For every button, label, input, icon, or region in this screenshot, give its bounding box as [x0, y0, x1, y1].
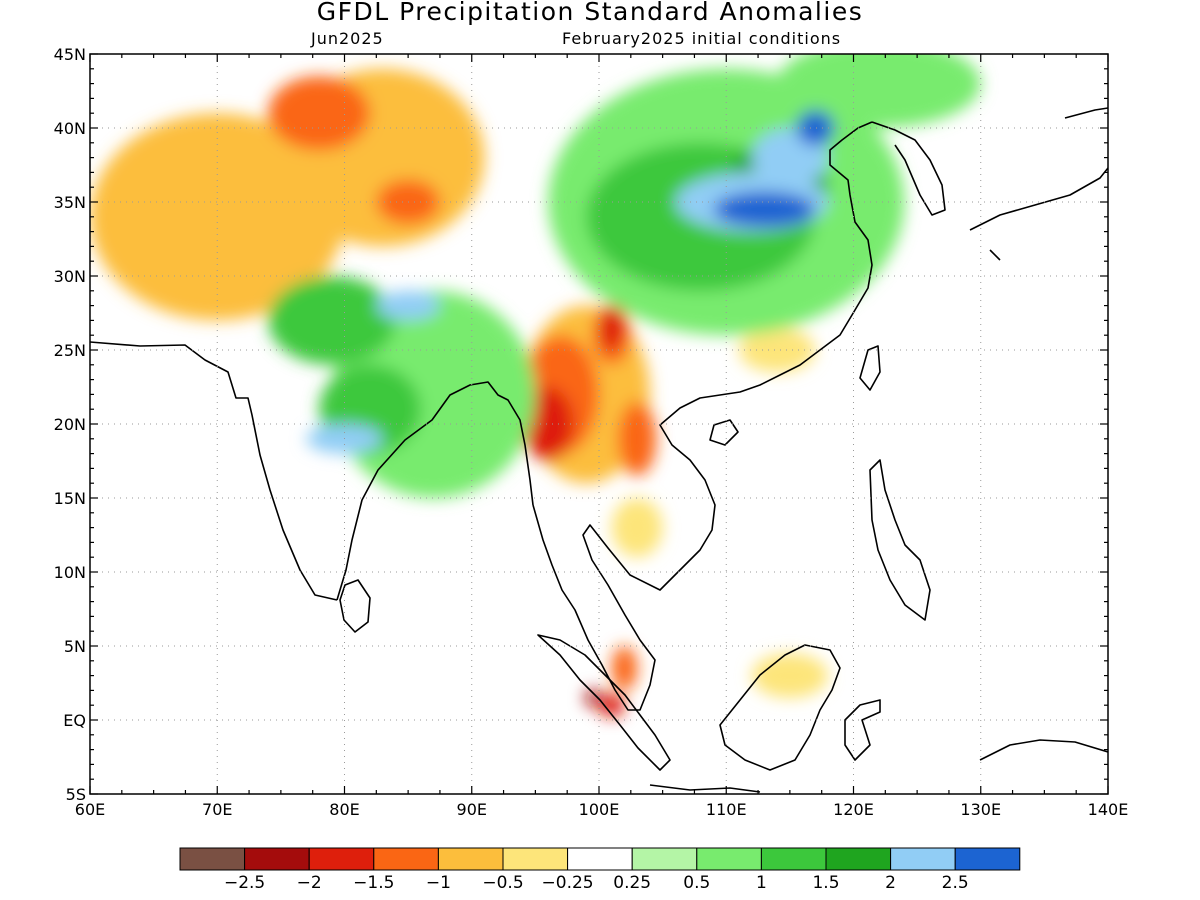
- legend-swatch: [890, 847, 956, 871]
- legend-swatch: [825, 847, 892, 871]
- coastline-philippines: [869, 459, 931, 621]
- legend-swatch: [437, 847, 504, 871]
- legend-label: 2.5: [942, 873, 969, 893]
- coastline-sumatra: [537, 634, 671, 771]
- anomaly-region: [585, 688, 601, 707]
- coastline-borneo: [719, 644, 841, 771]
- lon-tick-label: 140E: [1088, 800, 1129, 819]
- anomaly-region: [522, 387, 574, 461]
- lat-tick-label: 45N: [54, 45, 86, 64]
- legend-label: −0.5: [482, 873, 523, 893]
- map-title: GFDL Precipitation Standard Anomalies: [316, 0, 864, 26]
- lat-tick-label: 35N: [54, 193, 86, 212]
- legend-label: −2.5: [224, 873, 265, 893]
- legend-label: 0.25: [613, 873, 651, 893]
- legend-swatch: [308, 847, 375, 871]
- coastline-malay-peninsula: [532, 121, 873, 711]
- coastline-sulawesi: [844, 699, 881, 761]
- lat-tick-label: 25N: [54, 341, 86, 360]
- lat-tick-label: 5N: [64, 637, 86, 656]
- coastline-new-guinea: [979, 739, 1108, 761]
- coastline-japan: [969, 107, 1108, 261]
- color-legend: −2.5 −2 −1.5 −1 −0.5 −0.25 0.25 0.5 1 1.5 2 2.5: [179, 847, 1021, 893]
- legend-swatch: [567, 847, 633, 871]
- anomaly-region: [618, 401, 657, 476]
- lon-tick-label: 80E: [329, 800, 359, 819]
- anomaly-region: [376, 290, 440, 321]
- lon-tick-label: 90E: [457, 800, 487, 819]
- anomaly-region: [738, 327, 816, 373]
- anomaly-region: [268, 276, 396, 365]
- lon-tick-label: 110E: [706, 800, 747, 819]
- lat-tick-label: 5S: [66, 785, 86, 804]
- lon-tick-label: 120E: [833, 800, 874, 819]
- lon-tick-label: 60E: [75, 800, 105, 819]
- legend-swatch: [502, 847, 569, 871]
- lon-tick-label: 100E: [579, 800, 620, 819]
- legend-label: −1.5: [353, 873, 394, 893]
- legend-label: 1: [756, 873, 767, 893]
- legend-swatch: [373, 847, 439, 871]
- coastline-sri-lanka: [339, 579, 371, 633]
- legend-swatch: [179, 847, 246, 871]
- anomaly-region: [777, 54, 981, 128]
- anomaly-region: [268, 76, 370, 151]
- legend-label: 0.5: [683, 873, 710, 893]
- coastline-bay-of-bengal: [336, 381, 534, 601]
- lon-tick-label: 70E: [202, 800, 232, 819]
- legend-swatch: [244, 847, 310, 871]
- lat-tick-label: 10N: [54, 563, 86, 582]
- anomaly-region: [796, 110, 835, 146]
- anomaly-region: [611, 646, 638, 691]
- lat-tick-label: 40N: [54, 119, 86, 138]
- forecast-month: Jun2025: [311, 29, 384, 48]
- legend-label: 1.5: [812, 873, 839, 893]
- coastline-java: [649, 784, 761, 793]
- legend-label: 2: [885, 873, 896, 893]
- anomaly-region: [599, 305, 625, 350]
- lat-tick-label: 20N: [54, 415, 86, 434]
- anomaly-region: [599, 693, 625, 718]
- initial-conditions: February2025 initial conditions: [562, 29, 842, 48]
- legend-swatch: [631, 847, 698, 871]
- coastline-korea: [871, 121, 946, 216]
- legend-swatch: [696, 847, 762, 871]
- anomaly-region: [751, 653, 829, 698]
- coastline-hainan: [709, 419, 739, 446]
- lat-tick-label: 30N: [54, 267, 86, 286]
- coastlines: [90, 107, 1108, 793]
- anomaly-region: [713, 191, 816, 228]
- anomaly-region: [611, 497, 663, 558]
- legend-label: −2: [297, 873, 322, 893]
- legend-label: −0.25: [542, 873, 594, 893]
- coastline-arabian-sea: [90, 341, 338, 601]
- legend-label: −1: [426, 873, 451, 893]
- legend-swatch: [954, 847, 1021, 871]
- axis-ticks: 60E 70E 80E 90E 100E 110E 120E 130E 140E 45N 40N 35…: [54, 45, 1129, 819]
- coastline-taiwan: [859, 345, 881, 391]
- legend-swatch: [760, 847, 827, 871]
- lat-tick-label: EQ: [63, 711, 86, 730]
- lat-tick-label: 15N: [54, 489, 86, 508]
- lon-tick-label: 130E: [960, 800, 1001, 819]
- anomaly-field: [90, 54, 981, 718]
